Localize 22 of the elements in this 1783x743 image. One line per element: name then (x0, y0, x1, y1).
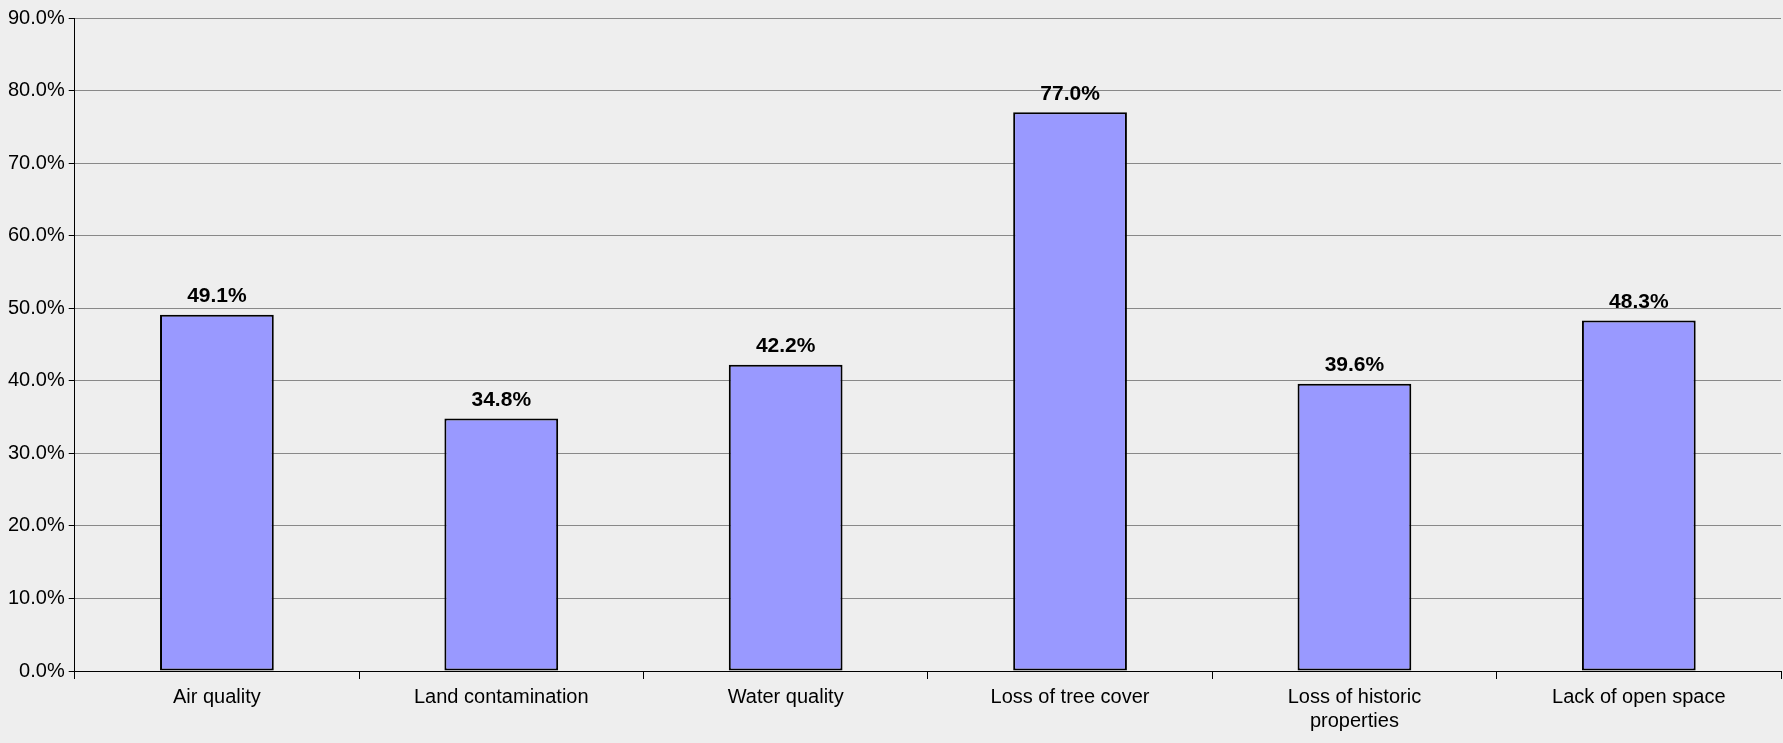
x-tick-label: Air quality (172, 684, 261, 707)
data-label: 34.8% (471, 386, 532, 410)
x-tick-label: Lack of open space (1552, 684, 1726, 707)
y-tick-label: 40.0% (7, 368, 65, 391)
y-tick-label: 60.0% (7, 223, 65, 246)
y-tick-label: 90.0% (7, 5, 65, 28)
data-label: 77.0% (1040, 80, 1101, 104)
data-label: 49.1% (187, 283, 247, 307)
x-tick-label: Loss of historic properties (1287, 684, 1422, 731)
x-tick-label: Water quality (727, 684, 844, 707)
x-tick-label: Land contamination (413, 684, 589, 707)
y-tick-label: 50.0% (7, 295, 65, 318)
x-tick-label: Loss of tree cover (990, 684, 1150, 707)
data-label: 48.3% (1609, 288, 1669, 312)
y-tick-label: 30.0% (7, 440, 65, 463)
y-tick-label: 70.0% (7, 150, 65, 173)
y-tick-label: 0.0% (19, 658, 65, 681)
data-label: 39.6% (1324, 351, 1385, 375)
y-tick-label: 80.0% (7, 78, 65, 101)
y-tick-label: 20.0% (7, 513, 65, 536)
y-tick-label: 10.0% (7, 585, 65, 608)
data-label: 42.2% (755, 333, 816, 357)
